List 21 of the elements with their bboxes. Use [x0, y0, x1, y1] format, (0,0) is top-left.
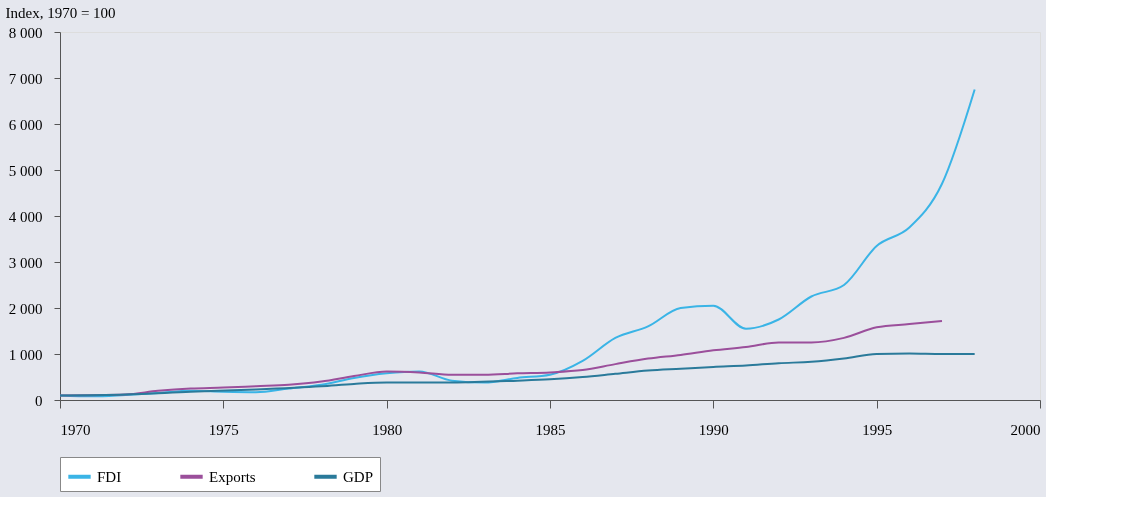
y-tick-label: 6 000	[8, 116, 43, 133]
y-tick-label: 7 000	[8, 70, 43, 87]
x-tick-label: 2000	[1010, 421, 1041, 438]
y-axis-title: Index, 1970 = 100	[5, 4, 116, 21]
y-tick-label: 1 000	[8, 346, 43, 363]
legend-label: FDI	[97, 468, 122, 485]
y-tick-label: 0	[35, 392, 43, 409]
x-tick-label: 1995	[862, 421, 893, 438]
y-tick-label: 5 000	[8, 162, 43, 179]
y-tick-label: 2 000	[8, 300, 43, 317]
y-tick-label: 4 000	[8, 208, 43, 225]
x-tick-label: 1985	[535, 421, 566, 438]
x-tick-label: 1990	[698, 421, 729, 438]
legend-label: Exports	[209, 468, 256, 485]
y-tick-label: 3 000	[8, 254, 43, 271]
x-tick-label: 1970	[60, 421, 91, 438]
x-tick-label: 1975	[208, 421, 239, 438]
x-tick-label: 1980	[372, 421, 403, 438]
y-tick-label: 8 000	[8, 24, 43, 41]
line-series	[59, 352, 976, 397]
legend-label: GDP	[343, 468, 374, 485]
